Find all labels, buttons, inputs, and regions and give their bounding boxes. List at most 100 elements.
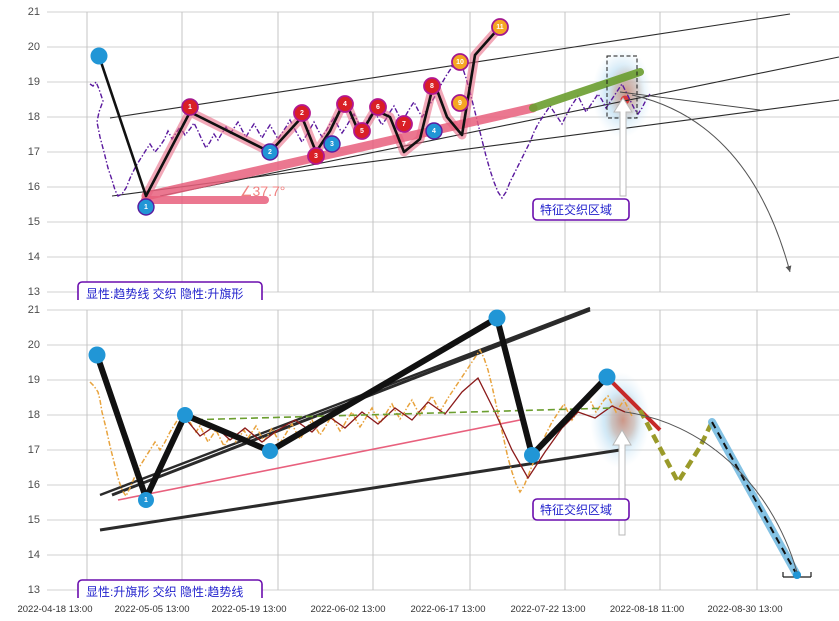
bottom-forecast-arc <box>624 411 798 573</box>
y-tick-label: 16 <box>28 479 40 491</box>
pivot-marker-label: 8 <box>430 83 434 90</box>
top-region-label: 特征交织区域 <box>540 202 612 217</box>
x-tick-label: 2022-07-22 13:00 <box>510 604 585 615</box>
top-chart-panel: 21 20 19 18 17 16 15 14 13 <box>0 0 839 300</box>
pivot-marker[interactable] <box>262 443 278 459</box>
pivot-marker-label: 2 <box>300 110 304 117</box>
pivot-marker-label: 7 <box>402 121 406 128</box>
y-tick-label: 20 <box>28 41 40 53</box>
y-tick-label: 18 <box>28 111 40 123</box>
y-tick-label: 14 <box>28 251 40 263</box>
y-tick-label: 15 <box>28 514 40 526</box>
x-tick-label: 2022-05-19 13:00 <box>211 604 286 615</box>
top-price-line <box>89 56 651 200</box>
pivot-marker[interactable]: 10 <box>451 53 469 71</box>
bottom-region-label: 特征交织区域 <box>540 502 612 517</box>
pivot-marker-label: 5 <box>360 128 364 135</box>
pivot-marker-label: 1 <box>144 204 148 211</box>
y-tick-label: 17 <box>28 444 40 456</box>
pivot-marker[interactable]: 6 <box>369 98 387 116</box>
pivot-marker[interactable]: 11 <box>491 18 509 36</box>
pivot-marker[interactable]: 1 <box>138 492 154 508</box>
top-panel-tag[interactable]: 显性:趋势线 交织 隐性:升旗形 <box>77 281 263 300</box>
top-pivot-markers: 1 1 2 2 <box>90 18 509 216</box>
bottom-chart-panel: 21 20 19 18 17 16 15 14 13 <box>0 300 839 598</box>
pivot-marker[interactable]: 5 <box>353 122 371 140</box>
top-region-tag[interactable]: 特征交织区域 <box>532 198 630 221</box>
pivot-marker[interactable]: 4 <box>425 122 443 140</box>
bottom-flag-dashed-green <box>184 407 613 421</box>
y-tick-label: 18 <box>28 409 40 421</box>
pivot-marker[interactable]: 9 <box>451 94 469 112</box>
y-tick-label: 21 <box>28 6 40 18</box>
pivot-marker-label: 4 <box>432 128 436 135</box>
pivot-marker[interactable] <box>488 309 506 327</box>
pivot-marker[interactable]: 3 <box>307 147 325 165</box>
bottom-pivot-markers: 1 <box>88 309 616 508</box>
bottom-target-marker[interactable] <box>782 571 812 579</box>
y-tick-label: 13 <box>28 584 40 596</box>
pivot-marker-label: 3 <box>330 141 334 148</box>
pivot-marker-label: 1 <box>188 104 192 111</box>
bottom-chart-svg: 21 20 19 18 17 16 15 14 13 <box>28 304 839 598</box>
y-tick-label: 13 <box>28 286 40 298</box>
pivot-marker[interactable] <box>177 407 193 423</box>
pivot-marker[interactable]: 1 <box>181 98 199 116</box>
top-zigzag-line <box>97 28 499 198</box>
x-axis-svg: 2022-04-18 13:00 2022-05-05 13:00 2022-0… <box>17 604 782 615</box>
pivot-marker[interactable]: 8 <box>423 77 441 95</box>
bottom-projection-olive <box>638 408 715 485</box>
pivot-marker[interactable]: 2 <box>261 143 279 161</box>
bottom-region-tag[interactable]: 特征交织区域 <box>532 498 630 521</box>
y-tick-label: 17 <box>28 146 40 158</box>
pivot-marker[interactable] <box>88 346 106 364</box>
top-chart-svg: 21 20 19 18 17 16 15 14 13 <box>28 6 839 300</box>
x-tick-label: 2022-05-05 13:00 <box>114 604 189 615</box>
y-tick-label: 15 <box>28 216 40 228</box>
x-tick-label: 2022-06-02 13:00 <box>310 604 385 615</box>
pivot-marker[interactable] <box>90 47 108 65</box>
top-forecast-arrow <box>631 94 792 273</box>
pivot-marker-label: 6 <box>376 104 380 111</box>
pivot-marker[interactable]: 4 <box>336 95 354 113</box>
bottom-panel-label: 显性:升旗形 交织 隐性:趋势线 <box>86 584 243 598</box>
y-tick-label: 21 <box>28 304 40 316</box>
pivot-marker-label: 9 <box>458 100 462 107</box>
top-panel-label: 显性:趋势线 交织 隐性:升旗形 <box>86 286 243 300</box>
pivot-marker-label: 2 <box>268 149 272 156</box>
y-tick-label: 19 <box>28 374 40 386</box>
y-tick-label: 19 <box>28 76 40 88</box>
bottom-projection-blue <box>708 418 801 579</box>
pivot-marker[interactable]: 2 <box>293 104 311 122</box>
bottom-decline-red <box>605 375 662 432</box>
pivot-marker[interactable]: 3 <box>323 135 341 153</box>
top-pointer-lines <box>619 91 761 111</box>
bottom-price-line <box>89 348 633 498</box>
x-axis-row: 2022-04-18 13:00 2022-05-05 13:00 2022-0… <box>0 598 839 621</box>
pivot-marker[interactable]: 1 <box>137 198 155 216</box>
pivot-marker-label: 10 <box>456 59 464 66</box>
y-tick-label: 20 <box>28 339 40 351</box>
top-trend-channel <box>109 13 839 197</box>
pivot-marker-label: 4 <box>343 101 347 108</box>
angle-label: ∠37.7° <box>240 183 285 199</box>
pivot-marker[interactable]: 7 <box>395 115 413 133</box>
bottom-mid-trend-pink <box>117 419 521 501</box>
top-angle-annotation: ∠37.7° <box>240 183 285 199</box>
pivot-marker[interactable] <box>524 447 540 463</box>
y-tick-label: 16 <box>28 181 40 193</box>
x-tick-label: 2022-08-18 11:00 <box>610 604 684 615</box>
top-y-axis-labels: 21 20 19 18 17 16 15 14 13 <box>28 6 40 298</box>
x-tick-label: 2022-04-18 13:00 <box>17 604 92 615</box>
x-tick-label: 2022-06-17 13:00 <box>410 604 485 615</box>
x-tick-label: 2022-08-30 13:00 <box>707 604 782 615</box>
top-callout-arrow <box>613 97 633 197</box>
bottom-secondary-line <box>184 376 626 480</box>
bottom-panel-tag[interactable]: 显性:升旗形 交织 隐性:趋势线 <box>77 579 263 598</box>
y-tick-label: 14 <box>28 549 40 561</box>
pivot-marker-label: 1 <box>144 497 148 504</box>
top-extension-trend-green <box>529 68 644 112</box>
pivot-marker-label: 11 <box>496 24 504 31</box>
pivot-marker[interactable] <box>598 368 616 386</box>
